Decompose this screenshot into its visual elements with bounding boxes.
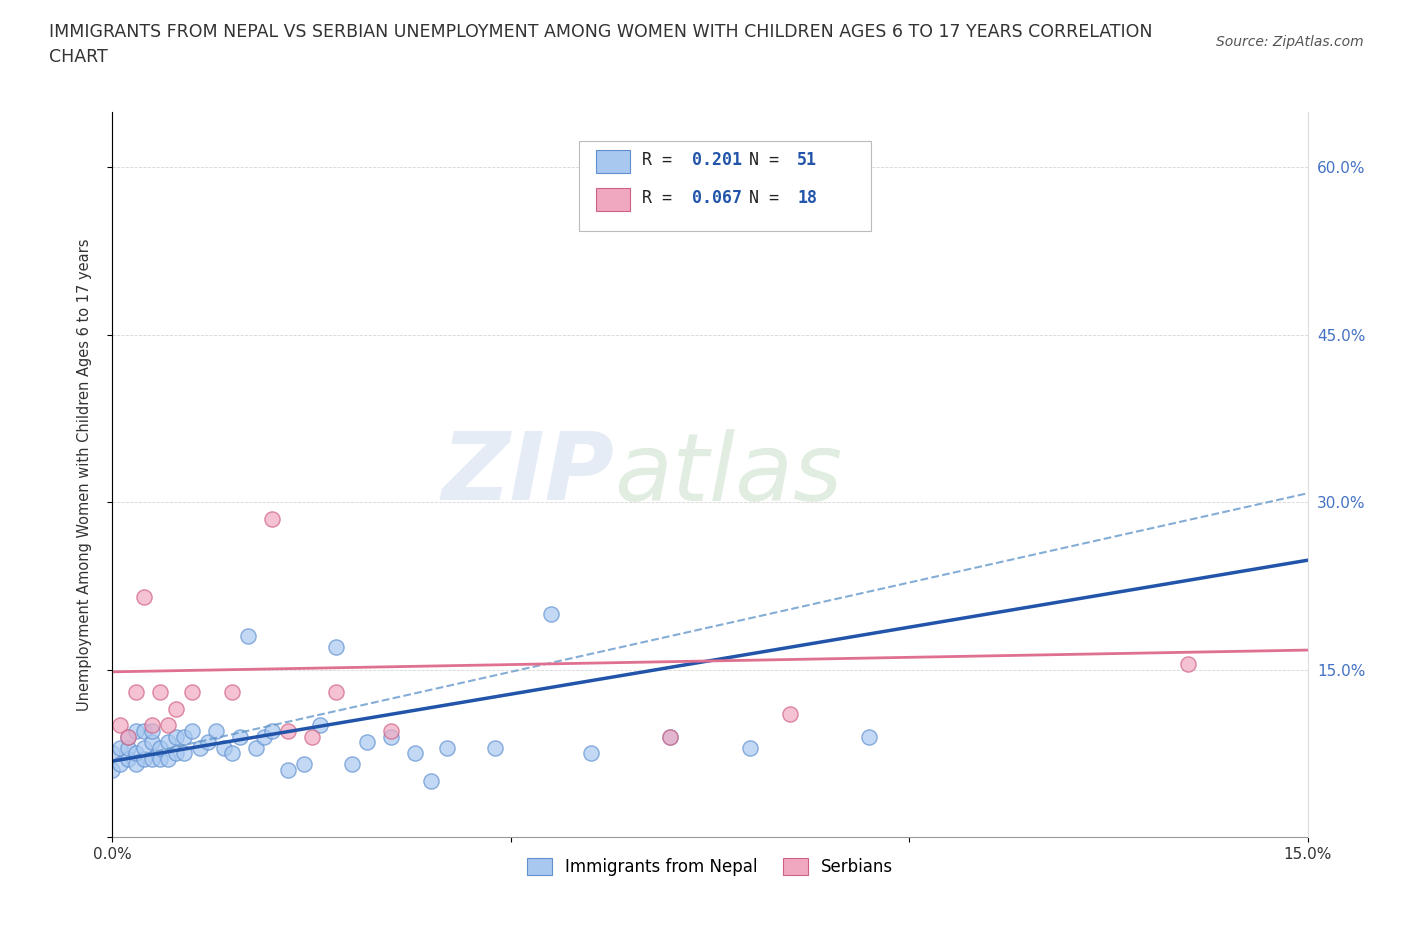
Point <box>404 746 426 761</box>
Text: Source: ZipAtlas.com: Source: ZipAtlas.com <box>1216 35 1364 49</box>
Text: atlas: atlas <box>614 429 842 520</box>
Point <box>125 724 148 738</box>
Point <box>149 751 172 766</box>
Point <box>141 735 163 750</box>
Point <box>117 751 139 766</box>
Point <box>134 740 156 755</box>
Point <box>659 729 682 744</box>
Point <box>340 757 363 772</box>
Point <box>157 718 180 733</box>
Point <box>221 684 243 699</box>
Point <box>245 740 267 755</box>
Point <box>110 718 132 733</box>
Point <box>380 724 402 738</box>
Text: 0.067: 0.067 <box>692 189 742 206</box>
Point <box>301 729 323 744</box>
Point <box>738 740 761 755</box>
Text: ZIP: ZIP <box>441 429 614 520</box>
Point <box>141 724 163 738</box>
Point <box>253 729 276 744</box>
Legend: Immigrants from Nepal, Serbians: Immigrants from Nepal, Serbians <box>520 852 900 883</box>
Point <box>325 684 347 699</box>
Point <box>125 746 148 761</box>
Point <box>540 606 562 621</box>
Point <box>229 729 252 744</box>
Point <box>173 729 195 744</box>
Point <box>858 729 880 744</box>
Text: R =: R = <box>643 152 682 169</box>
FancyBboxPatch shape <box>596 188 630 211</box>
Point <box>292 757 315 772</box>
Text: N =: N = <box>749 152 789 169</box>
Text: 0.201: 0.201 <box>692 152 742 169</box>
Point <box>157 735 180 750</box>
Point <box>125 684 148 699</box>
Point <box>141 718 163 733</box>
Point <box>125 757 148 772</box>
Point <box>277 724 299 738</box>
Point <box>134 724 156 738</box>
Point <box>157 751 180 766</box>
Text: N =: N = <box>749 189 789 206</box>
Point <box>181 684 204 699</box>
Point <box>188 740 211 755</box>
Point <box>212 740 235 755</box>
Point <box>308 718 330 733</box>
Point <box>380 729 402 744</box>
Point <box>1177 657 1199 671</box>
Point <box>110 757 132 772</box>
Point <box>436 740 458 755</box>
Point <box>141 751 163 766</box>
Point <box>260 512 283 526</box>
Point <box>221 746 243 761</box>
FancyBboxPatch shape <box>596 150 630 173</box>
Point <box>420 774 443 789</box>
Point <box>134 751 156 766</box>
Point <box>149 740 172 755</box>
Text: R =: R = <box>643 189 682 206</box>
Point <box>277 763 299 777</box>
Point <box>197 735 219 750</box>
Point <box>779 707 801 722</box>
Point <box>325 640 347 655</box>
Point <box>659 729 682 744</box>
Point <box>117 729 139 744</box>
Point <box>236 629 259 644</box>
Point <box>356 735 378 750</box>
Point <box>181 724 204 738</box>
Point <box>110 740 132 755</box>
Point <box>173 746 195 761</box>
Point <box>117 740 139 755</box>
Text: IMMIGRANTS FROM NEPAL VS SERBIAN UNEMPLOYMENT AMONG WOMEN WITH CHILDREN AGES 6 T: IMMIGRANTS FROM NEPAL VS SERBIAN UNEMPLO… <box>49 23 1153 41</box>
Point <box>149 684 172 699</box>
Text: 51: 51 <box>797 152 817 169</box>
Point <box>101 763 124 777</box>
Point <box>117 729 139 744</box>
Point <box>579 746 602 761</box>
Point <box>101 746 124 761</box>
Point <box>260 724 283 738</box>
Point <box>484 740 506 755</box>
Y-axis label: Unemployment Among Women with Children Ages 6 to 17 years: Unemployment Among Women with Children A… <box>77 238 91 711</box>
Point <box>165 701 187 716</box>
FancyBboxPatch shape <box>579 140 872 232</box>
Text: CHART: CHART <box>49 48 108 66</box>
Point <box>134 590 156 604</box>
Text: 18: 18 <box>797 189 817 206</box>
Point <box>205 724 228 738</box>
Point <box>165 746 187 761</box>
Point <box>165 729 187 744</box>
